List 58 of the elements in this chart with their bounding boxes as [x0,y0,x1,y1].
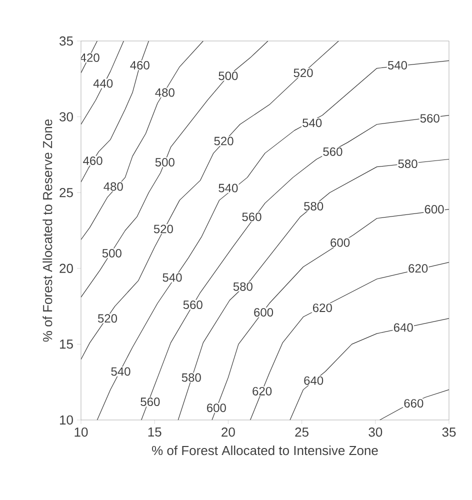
line-series [81,40,268,298]
line-series [380,389,449,420]
annotation: 500 [218,72,238,80]
x-tick-label: 20 [222,428,235,437]
y-tick-label: 20 [60,264,73,273]
x-tick-label: 35 [442,428,456,437]
annotation: 580 [233,282,252,291]
annotation: 520 [214,136,234,146]
annotation: 460 [83,156,102,166]
line-series [81,40,124,125]
annotation: 620 [313,304,332,312]
annotation: 420 [80,53,100,62]
annotation: 500 [102,248,122,258]
annotation: 560 [140,398,160,406]
annotation: 600 [330,238,350,247]
annotation: 540 [302,118,322,128]
annotation: 600 [424,205,444,214]
annotation: 660 [404,399,424,408]
y-axis-title: % of Forest Allocated to Reserve Zone [42,119,52,342]
line-series [81,40,204,240]
y-tick-label: 10 [60,415,73,425]
y-tick-label: 15 [60,340,73,349]
annotation: 520 [294,68,313,78]
x-tick-label: 15 [148,428,162,437]
annotation: 540 [162,273,182,282]
x-tick-label: 30 [368,428,382,437]
annotation: 540 [218,184,238,192]
annotation: 520 [154,224,173,234]
annotation: 640 [304,376,324,385]
annotation: 560 [420,114,440,123]
line-series [141,114,449,420]
annotation: 580 [304,202,324,210]
annotation: 460 [130,61,150,70]
annotation: 620 [252,386,272,396]
annotation: 480 [155,88,174,97]
annotation: 580 [182,373,201,382]
annotation: 560 [242,212,262,222]
annotation: 600 [254,308,274,317]
annotation: 440 [93,79,113,88]
x-tick-label: 10 [74,428,88,437]
x-tick-label: 25 [295,428,308,437]
annotation: 600 [207,404,226,412]
line-series [81,40,150,182]
annotation: 500 [155,158,174,167]
y-tick-label: 30 [60,112,73,122]
annotation: 540 [111,367,130,376]
x-axis-title: % of Forest Allocated to Intensive Zone [152,446,378,456]
annotation: 640 [394,323,413,332]
annotation: 540 [388,61,408,70]
y-tick-label: 25 [60,188,73,198]
annotation: 560 [323,147,342,156]
annotation: 480 [104,182,123,191]
annotation: 520 [98,314,118,323]
line-series [290,318,449,420]
annotation: 580 [398,160,418,168]
annotation: 560 [183,300,202,310]
y-tick-label: 35 [60,36,73,46]
annotation: 620 [408,264,428,273]
